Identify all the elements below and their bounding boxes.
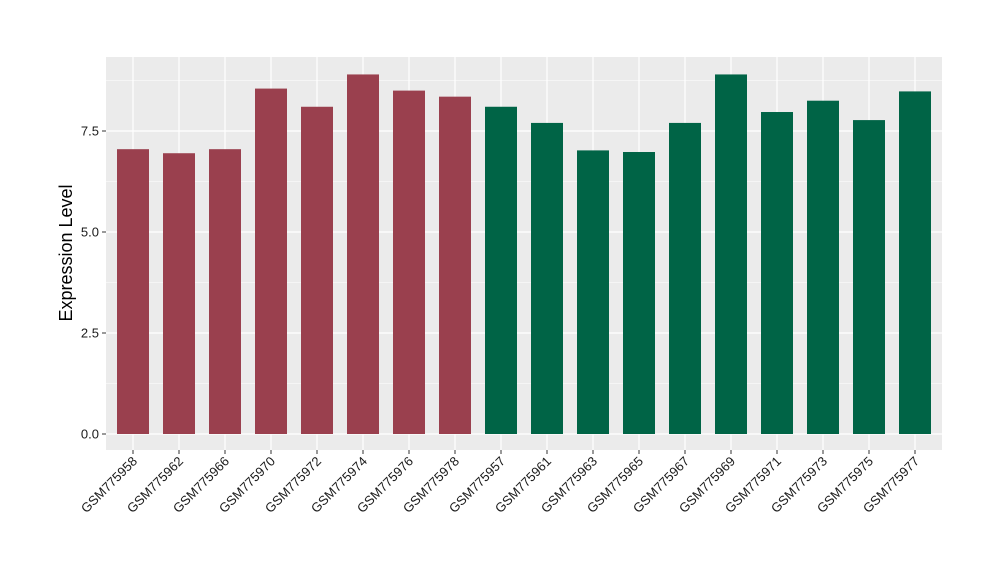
y-tick-label: 2.5 bbox=[81, 326, 99, 341]
bar-GSM775977 bbox=[899, 91, 931, 435]
bar-GSM775965 bbox=[623, 152, 655, 434]
bar-GSM775974 bbox=[347, 74, 379, 434]
y-tick-label: 5.0 bbox=[81, 225, 99, 240]
bar-GSM775972 bbox=[301, 106, 333, 434]
bar-GSM775961 bbox=[531, 122, 563, 435]
bar-GSM775966 bbox=[209, 149, 241, 434]
bar-GSM775976 bbox=[393, 90, 425, 434]
bar-layer bbox=[117, 74, 931, 435]
bar-GSM775958 bbox=[117, 149, 149, 434]
bar-GSM775975 bbox=[853, 120, 885, 434]
bar-GSM775963 bbox=[577, 150, 609, 434]
bar-GSM775978 bbox=[439, 96, 471, 434]
bar-GSM775957 bbox=[485, 106, 517, 434]
y-axis-title: Expression Level bbox=[56, 184, 76, 321]
bar-GSM775967 bbox=[669, 122, 701, 435]
bar-GSM775973 bbox=[807, 100, 839, 434]
plot-panel bbox=[106, 57, 942, 450]
bar-GSM775971 bbox=[761, 112, 793, 435]
y-tick-label: 0.0 bbox=[81, 427, 99, 442]
y-tick-label: 7.5 bbox=[81, 124, 99, 139]
bar-GSM775962 bbox=[163, 153, 195, 434]
bar-GSM775970 bbox=[255, 88, 287, 434]
bar-GSM775969 bbox=[715, 74, 747, 434]
